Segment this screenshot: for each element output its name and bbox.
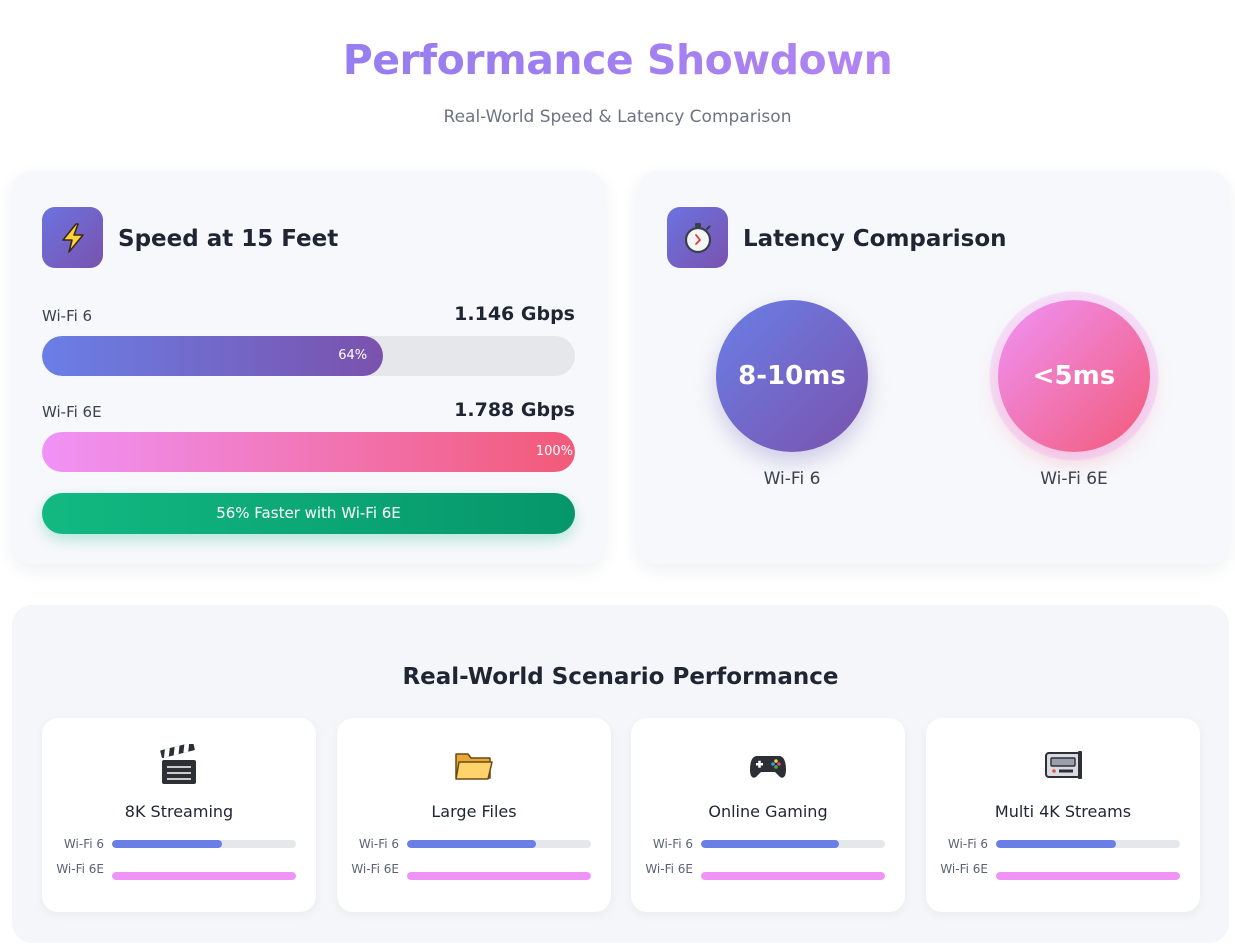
scenario-wifi6-label: Wi-Fi 6 [63,837,104,851]
wifi6e-percent: 100% [535,444,573,459]
wifi6e-label: Wi-Fi 6E [42,403,102,421]
scenario-wifi6-fill [701,840,839,848]
scenario-wifi6-bar [112,840,296,848]
speed-improvement-badge: 56% Faster with Wi-Fi 6E [42,493,575,534]
scenario-name: Online Gaming [708,802,828,821]
wifi6e-latency-label: Wi-Fi 6E [1040,469,1108,489]
wifi6-speed-fill: 64% [42,336,384,376]
speed-card: Speed at 15 Feet Wi-Fi 6 1.146 Gbps 64% … [12,171,605,564]
lightning-icon [42,207,103,268]
scenario-wifi6e-bar [112,872,296,880]
wifi6-latency-circle: 8-10ms [716,300,868,452]
scenario-wifi6-fill [112,840,223,848]
clapperboard-icon [159,742,199,786]
scenario-wifi6-bar [407,840,591,848]
scenario-wifi6-fill [407,840,536,848]
scenario-wifi6e-label: Wi-Fi 6E [351,862,399,876]
scenario-name: Large Files [431,802,517,821]
scenario-wifi6-fill [996,840,1116,848]
scenario-card-large-files: Large Files Wi-Fi 6 Wi-Fi 6E [337,718,611,912]
speed-card-title: Speed at 15 Feet [118,226,339,252]
scenario-card-8k-streaming: 8K Streaming Wi-Fi 6 Wi-Fi 6E [42,718,316,912]
scenario-wifi6e-bar [407,872,591,880]
page-subtitle: Real-World Speed & Latency Comparison [443,107,792,127]
scenario-card-online-gaming: Online Gaming Wi-Fi 6 Wi-Fi 6E [631,718,905,912]
scenario-wifi6-bar [996,840,1180,848]
scenario-wifi6-label: Wi-Fi 6 [652,837,693,851]
wifi6-label: Wi-Fi 6 [42,307,93,325]
wifi6e-speed-fill: 100% [42,432,575,472]
scenario-wifi6e-bar [996,872,1180,880]
wifi6-speed-bar: 64% [42,336,575,376]
wifi6-latency-value: 8-10ms [738,361,846,391]
scenario-name: 8K Streaming [124,802,234,821]
folder-icon [454,744,494,786]
scenario-section-title: Real-World Scenario Performance [402,664,839,690]
wifi6e-latency-value: <5ms [1032,361,1116,391]
scenario-wifi6e-bar [701,872,885,880]
scenario-wifi6-bar [701,840,885,848]
wifi6e-latency-circle: <5ms [998,300,1150,452]
scenario-wifi6e-fill [112,872,296,880]
wifi6e-speed-bar: 100% [42,432,575,472]
wifi6-latency-label: Wi-Fi 6 [763,469,821,489]
wifi6-percent: 64% [338,348,368,363]
wifi6e-speed-value: 1.788 Gbps [454,399,575,421]
latency-card-title: Latency Comparison [743,226,1007,252]
scenario-wifi6-label: Wi-Fi 6 [947,837,988,851]
stopwatch-icon [667,207,728,268]
latency-card: Latency Comparison 8-10ms Wi-Fi 6 <5ms W… [637,171,1229,564]
wifi6-speed-value: 1.146 Gbps [454,303,575,325]
scenario-wifi6e-label: Wi-Fi 6E [940,862,988,876]
game-controller-icon [748,744,788,786]
scenario-section: Real-World Scenario Performance 8K Strea… [12,605,1229,943]
scenario-wifi6e-fill [407,872,591,880]
scenario-card-multi-4k-streams: Multi 4K Streams Wi-Fi 6 Wi-Fi 6E [926,718,1200,912]
page-title: Performance Showdown [0,36,1235,84]
video-camera-icon [1043,744,1083,786]
scenario-wifi6e-label: Wi-Fi 6E [56,862,104,876]
scenario-wifi6e-fill [996,872,1180,880]
scenario-wifi6e-fill [701,872,885,880]
scenario-wifi6-label: Wi-Fi 6 [358,837,399,851]
scenario-name: Multi 4K Streams [994,802,1132,821]
scenario-wifi6e-label: Wi-Fi 6E [645,862,693,876]
